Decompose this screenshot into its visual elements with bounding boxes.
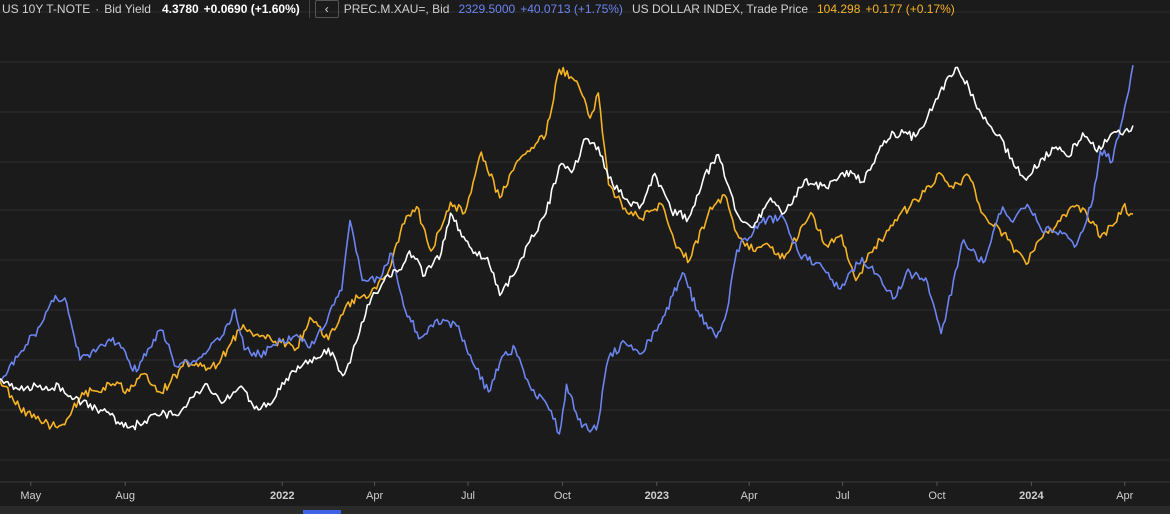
- x-axis-ticks: May Aug 2022 Apr Jul Oct 2023 Apr Jul Oct 2024 Apr: [20, 482, 1134, 502]
- x-tick-label: Oct: [554, 490, 571, 502]
- dxy-value: 104.298: [817, 2, 861, 16]
- navigator-strip[interactable]: [0, 506, 1170, 514]
- x-tick-label: May: [20, 490, 41, 502]
- us10y-name: US 10Y T-NOTE: [2, 2, 91, 16]
- chevron-left-icon[interactable]: ‹: [314, 0, 339, 18]
- dxy-change: +0.177 (+0.17%): [865, 2, 955, 16]
- x-tick-label: 2022: [270, 490, 294, 502]
- series-lines: [0, 64, 1134, 435]
- x-tick-label: 2024: [1019, 490, 1044, 502]
- series-line-dxy: [0, 66, 1134, 430]
- grid-lines: [0, 11, 1170, 461]
- dxy-name: US DOLLAR INDEX, Trade Price: [631, 2, 808, 16]
- x-tick-label: Apr: [741, 490, 758, 502]
- x-tick-label: Aug: [115, 490, 135, 502]
- x-tick-label: Apr: [1116, 490, 1133, 502]
- x-tick-label: Jul: [836, 490, 850, 502]
- x-tick-label: Oct: [928, 490, 945, 502]
- x-tick-label: 2023: [645, 490, 669, 502]
- legend-bar: US 10Y T-NOTE · Bid Yield 4.3780 +0.0690…: [0, 0, 1170, 18]
- x-tick-label: Apr: [366, 490, 383, 502]
- series-line-us10y: [0, 66, 1134, 431]
- us10y-change: +0.0690 (+1.60%): [203, 2, 300, 16]
- x-tick-label: Jul: [461, 490, 475, 502]
- us10y-dot-separator: ·: [95, 2, 100, 16]
- gold-value: 2329.5000: [458, 2, 516, 16]
- gold-change: +40.0713 (+1.75%): [520, 2, 623, 16]
- gold-name: PREC.M.XAU=, Bid: [343, 2, 450, 16]
- us10y-value: 4.3780: [161, 2, 199, 16]
- series-line-gold: [0, 64, 1134, 435]
- us10y-field: Bid Yield: [104, 2, 151, 16]
- navigator-selected-segment[interactable]: [303, 510, 341, 514]
- legend-divider: [308, 0, 310, 18]
